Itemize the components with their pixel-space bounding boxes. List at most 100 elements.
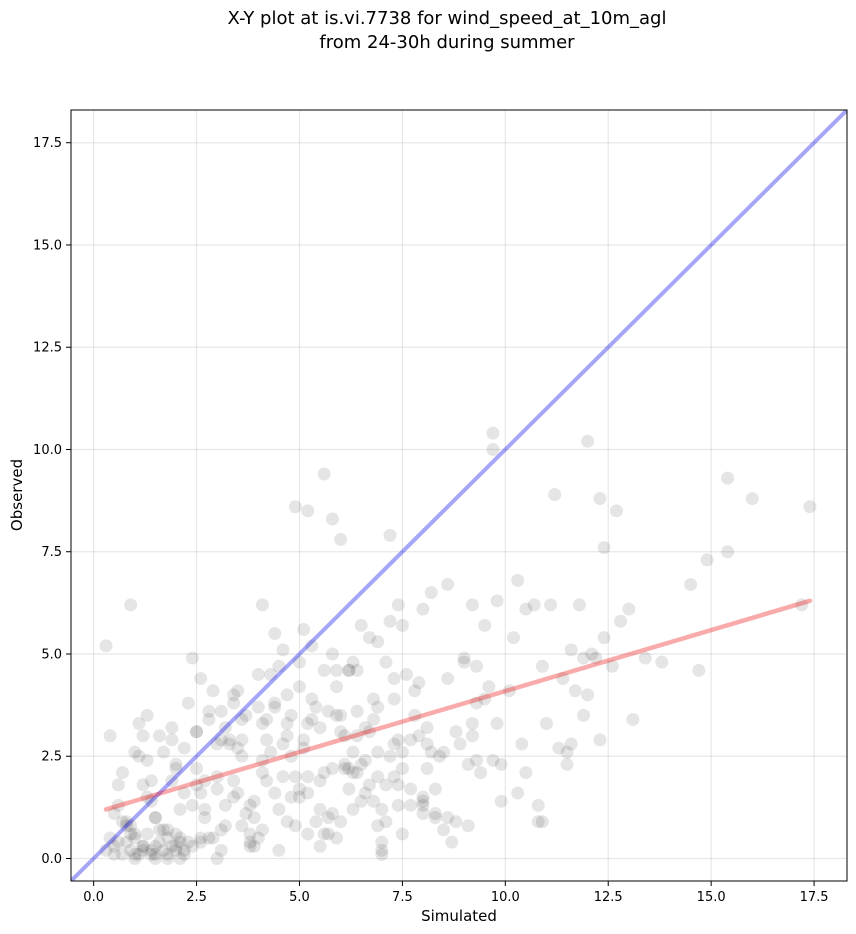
scatter-point xyxy=(548,487,562,501)
scatter-point xyxy=(375,802,389,816)
scatter-point xyxy=(227,774,241,788)
scatter-point xyxy=(255,717,269,731)
scatter-point xyxy=(239,807,253,821)
scatter-point xyxy=(202,704,216,718)
scatter-point xyxy=(441,811,455,825)
scatter-point xyxy=(305,692,319,706)
scatter-point xyxy=(379,815,393,829)
scatter-point xyxy=(568,684,582,698)
scatter-point xyxy=(317,827,331,841)
scatter-point xyxy=(157,745,171,759)
scatter-point xyxy=(371,745,385,759)
scatter-point xyxy=(103,729,117,743)
scatter-point xyxy=(622,602,636,616)
y-tick-label: 7.5 xyxy=(41,545,62,560)
scatter-point xyxy=(173,831,187,845)
scatter-point xyxy=(214,843,228,857)
scatter-point xyxy=(535,659,549,673)
scatter-point xyxy=(721,471,735,485)
y-tick-label: 10.0 xyxy=(33,443,62,458)
scatter-point xyxy=(165,839,179,853)
scatter-point xyxy=(173,835,187,849)
scatter-point xyxy=(128,745,142,759)
scatter-point xyxy=(416,790,430,804)
scatter-point xyxy=(292,655,306,669)
y-tick-label: 15.0 xyxy=(33,238,62,253)
x-tick-label: 7.5 xyxy=(392,890,413,905)
scatter-point xyxy=(387,672,401,686)
scatter-point xyxy=(128,847,142,861)
scatter-point xyxy=(745,492,759,506)
scatter-point xyxy=(362,778,376,792)
scatter-point xyxy=(194,831,208,845)
scatter-point xyxy=(227,790,241,804)
scatter-point xyxy=(445,835,459,849)
scatter-point xyxy=(148,852,162,866)
scatter-point xyxy=(350,704,364,718)
scatter-point xyxy=(107,807,121,821)
scatter-point xyxy=(325,647,339,661)
scatter-point xyxy=(412,729,426,743)
scatter-point xyxy=(424,745,438,759)
scatter-point xyxy=(140,790,154,804)
scatter-point xyxy=(128,852,142,866)
scatter-point xyxy=(531,798,545,812)
scatter-point xyxy=(198,774,212,788)
scatter-point xyxy=(194,835,208,849)
scatter-point xyxy=(362,631,376,645)
scatter-point xyxy=(169,762,183,776)
scatter-point xyxy=(251,700,265,714)
one-to-one-reference-line xyxy=(71,110,847,881)
scatter-point xyxy=(185,651,199,665)
scatter-point xyxy=(218,721,232,735)
scatter-point xyxy=(107,839,121,853)
scatter-point xyxy=(334,532,348,546)
scatter-point xyxy=(132,847,146,861)
x-tick-label: 0.0 xyxy=(83,890,104,905)
scatter-point xyxy=(478,618,492,632)
scatter-point xyxy=(284,708,298,722)
scatter-point xyxy=(235,733,249,747)
scatter-point xyxy=(144,843,158,857)
scatter-point xyxy=(371,700,385,714)
scatter-point xyxy=(190,778,204,792)
scatter-point xyxy=(280,688,294,702)
scatter-point xyxy=(239,708,253,722)
scatter-point xyxy=(153,729,167,743)
y-axis-ticks: 0.0 2.5 5.0 7.5 10.0 12.5 15.0 17.5 xyxy=(33,136,71,867)
scatter-point xyxy=(235,749,249,763)
scatter-point xyxy=(395,745,409,759)
scatter-point xyxy=(391,598,405,612)
scatter-point xyxy=(342,782,356,796)
scatter-point xyxy=(288,819,302,833)
scatter-point xyxy=(342,762,356,776)
scatter-point xyxy=(465,598,479,612)
x-tick-label: 10.0 xyxy=(491,890,520,905)
scatter-point xyxy=(383,528,397,542)
scatter-point xyxy=(292,790,306,804)
scatter-point xyxy=(124,598,138,612)
scatter-point xyxy=(338,729,352,743)
scatter-point xyxy=(465,729,479,743)
scatter-point xyxy=(486,426,500,440)
scatter-point xyxy=(198,811,212,825)
scatter-point xyxy=(408,684,422,698)
scatter-point xyxy=(227,696,241,710)
scatter-point xyxy=(395,618,409,632)
regression-fit-line xyxy=(103,598,813,812)
scatter-point xyxy=(350,729,364,743)
scatter-point xyxy=(177,847,191,861)
scatter-point xyxy=(432,749,446,763)
scatter-point xyxy=(231,741,245,755)
scatter-point xyxy=(161,823,175,837)
scatter-point xyxy=(486,442,500,456)
scatter-point xyxy=(313,802,327,816)
scatter-point xyxy=(330,831,344,845)
scatter-point xyxy=(338,757,352,771)
x-axis-ticks: 0.0 2.5 5.0 7.5 10.0 12.5 15.0 17.5 xyxy=(83,881,829,905)
scatter-point xyxy=(202,831,216,845)
scatter-point xyxy=(177,741,191,755)
scatter-point xyxy=(560,745,574,759)
scatter-point xyxy=(272,802,286,816)
scatter-point xyxy=(346,655,360,669)
